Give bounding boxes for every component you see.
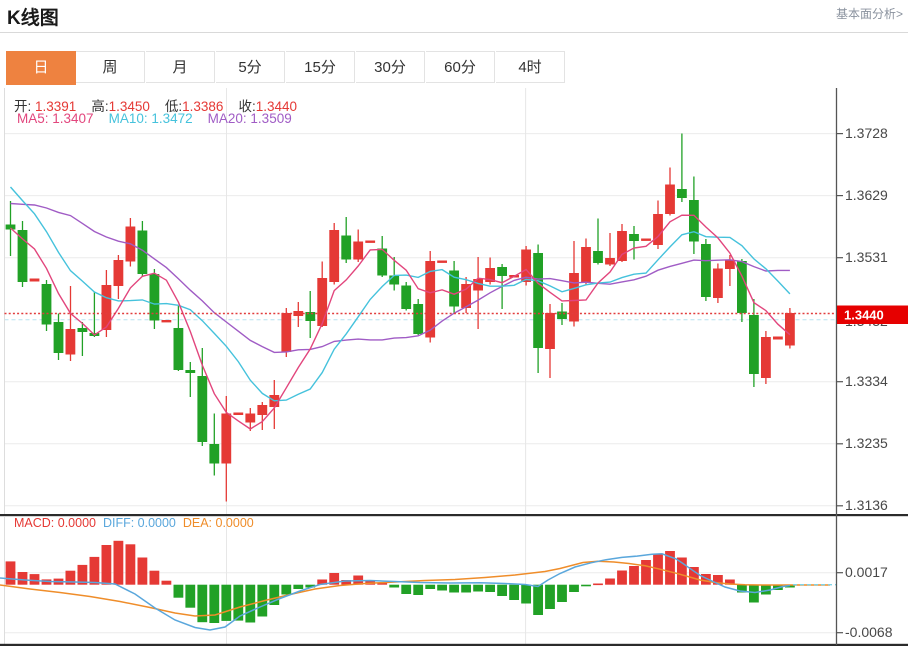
svg-text:1.3531: 1.3531 xyxy=(845,249,888,265)
svg-text:1.3440: 1.3440 xyxy=(844,308,884,323)
svg-text:1.3334: 1.3334 xyxy=(845,373,888,389)
svg-text:0.0017: 0.0017 xyxy=(845,564,888,580)
svg-text:-0.0068: -0.0068 xyxy=(845,624,893,640)
svg-text:1.3728: 1.3728 xyxy=(845,125,888,141)
svg-text:1.3235: 1.3235 xyxy=(845,435,888,451)
svg-text:1.3136: 1.3136 xyxy=(845,497,888,513)
svg-text:1.3629: 1.3629 xyxy=(845,187,888,203)
